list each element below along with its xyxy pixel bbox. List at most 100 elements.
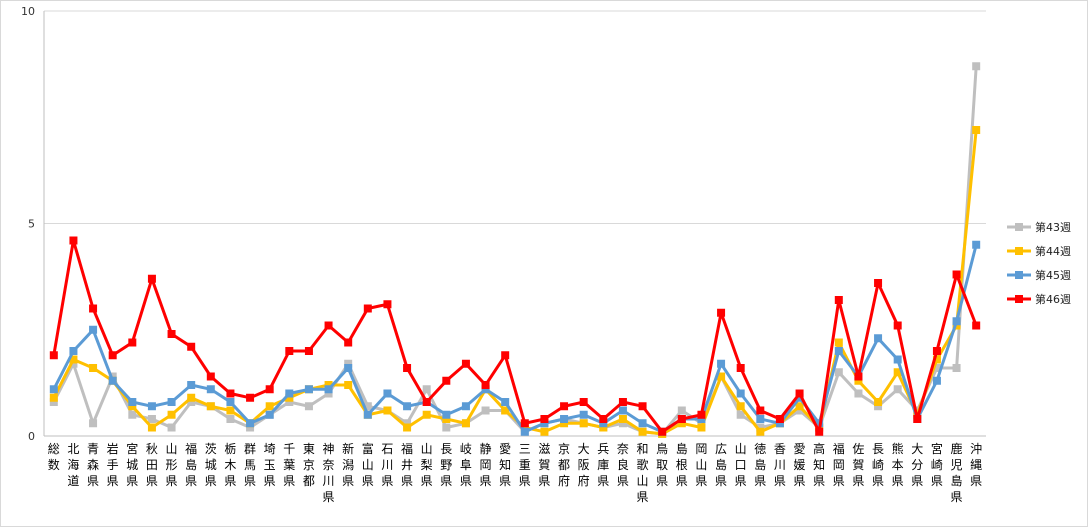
data-point xyxy=(972,321,981,330)
x-tick-label: 神奈川県 xyxy=(323,442,335,504)
data-point xyxy=(442,423,451,432)
x-tick-label: 総数 xyxy=(48,442,60,472)
x-tick-label: 福島県 xyxy=(185,441,197,488)
y-tick-label: 5 xyxy=(28,218,35,231)
x-tick-label: 埼玉県 xyxy=(264,442,276,488)
data-point xyxy=(187,381,196,389)
data-point xyxy=(736,410,745,419)
data-point xyxy=(834,296,843,304)
data-point xyxy=(89,364,98,372)
data-point xyxy=(285,347,294,355)
data-point xyxy=(520,427,529,436)
x-tick-label: 宮城県 xyxy=(126,441,138,488)
x-tick-label: 岡山県 xyxy=(695,442,707,488)
x-tick-label: 佐賀県 xyxy=(852,442,864,488)
x-tick-label: 香川県 xyxy=(774,442,786,488)
data-point xyxy=(815,427,824,436)
data-point xyxy=(442,410,451,419)
data-point xyxy=(893,368,902,377)
data-point xyxy=(49,351,58,360)
data-point xyxy=(932,376,941,385)
data-point xyxy=(167,410,176,419)
data-point xyxy=(481,381,490,389)
x-tick-label: 愛媛県 xyxy=(794,442,806,488)
data-point xyxy=(717,359,726,368)
x-tick-label: 福岡県 xyxy=(833,441,845,488)
data-point xyxy=(599,415,608,423)
data-point xyxy=(618,406,627,415)
data-point xyxy=(893,355,902,364)
data-point xyxy=(501,351,510,360)
data-point xyxy=(206,385,215,394)
data-point xyxy=(265,402,274,411)
data-point xyxy=(540,415,549,423)
x-tick-label: 鹿児島県 xyxy=(951,441,963,504)
data-point xyxy=(697,410,706,419)
x-tick-label: 広島県 xyxy=(715,442,727,488)
data-point xyxy=(736,364,745,372)
legend-marker xyxy=(1015,247,1023,255)
series-line xyxy=(52,66,978,436)
data-point xyxy=(69,236,78,245)
data-point xyxy=(324,389,333,398)
data-point xyxy=(461,359,470,368)
data-point xyxy=(795,406,804,415)
data-point xyxy=(147,274,156,283)
data-point xyxy=(206,372,215,381)
data-point xyxy=(226,398,235,406)
legend-marker xyxy=(1015,295,1023,303)
data-point xyxy=(932,364,941,372)
data-point xyxy=(854,376,863,385)
data-point xyxy=(893,385,902,394)
data-point xyxy=(363,402,372,411)
data-point xyxy=(461,419,470,428)
data-point xyxy=(108,372,117,381)
data-point xyxy=(324,321,333,330)
data-point xyxy=(501,398,510,406)
x-tick-label: 東京都 xyxy=(303,442,315,488)
data-point xyxy=(677,415,686,423)
data-point xyxy=(246,419,255,428)
data-point xyxy=(383,389,392,398)
data-point xyxy=(756,423,765,432)
data-point xyxy=(422,385,431,394)
data-point xyxy=(520,423,529,432)
data-point xyxy=(265,385,274,394)
x-tick-label: 石川県 xyxy=(381,442,393,488)
data-point xyxy=(108,351,117,360)
data-point xyxy=(304,347,313,355)
x-tick-label: 岐阜県 xyxy=(460,442,472,488)
data-point xyxy=(618,398,627,406)
x-tick-label: 三重県 xyxy=(519,442,531,488)
data-point xyxy=(756,415,765,423)
data-point xyxy=(638,419,647,428)
data-point xyxy=(932,355,941,364)
data-point xyxy=(265,410,274,419)
data-point xyxy=(697,423,706,432)
x-tick-label: 熊本県 xyxy=(892,441,904,488)
data-point xyxy=(618,419,627,428)
data-point xyxy=(972,240,981,249)
data-point xyxy=(697,415,706,423)
legend-marker xyxy=(1015,223,1023,231)
data-point xyxy=(560,419,569,428)
x-tick-label: 長崎県 xyxy=(872,442,884,488)
data-point xyxy=(344,381,353,389)
data-point xyxy=(736,389,745,398)
data-point xyxy=(246,423,255,432)
data-point xyxy=(226,389,235,398)
data-point xyxy=(775,419,784,428)
data-point xyxy=(442,376,451,385)
data-point xyxy=(304,402,313,411)
data-point xyxy=(972,62,981,71)
data-point xyxy=(324,385,333,394)
data-point xyxy=(952,364,961,372)
data-point xyxy=(422,398,431,406)
data-point xyxy=(49,398,58,406)
x-tick-label: 愛知県 xyxy=(499,442,511,488)
x-tick-label: 富山県 xyxy=(362,441,374,488)
data-point xyxy=(972,126,981,134)
data-point xyxy=(49,385,58,394)
